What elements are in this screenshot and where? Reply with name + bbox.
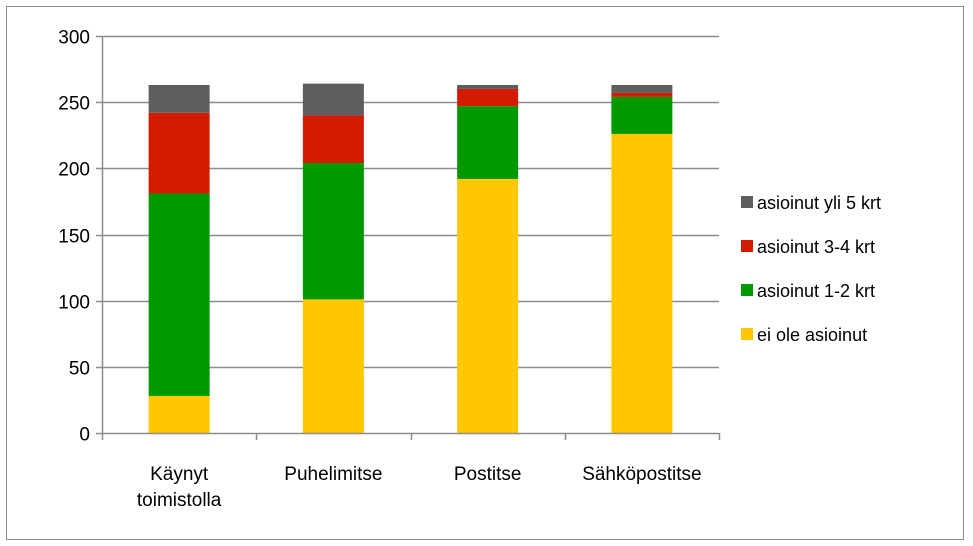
bar-segment-1 [611,96,673,134]
y-tick-label: 200 [58,160,90,181]
axes: 0 50 100 150 200 250 300 Käynyt toimistolla Puhel… [58,28,721,511]
bars [148,83,673,433]
x-category-label: Sähköpostitse [582,464,701,485]
bar-segment-1 [457,106,519,179]
y-tick-label: 100 [58,293,90,314]
bar-segment-3 [457,84,519,89]
bar-segment-0 [148,395,210,433]
legend-label: asioinut 1-2 krt [757,281,875,301]
y-tick-label: 300 [58,28,90,49]
bar-segment-3 [611,84,673,93]
y-tick-label: 250 [58,94,90,115]
legend: asioinut yli 5 krt asioinut 3-4 krt asioin… [741,193,881,345]
bar-segment-3 [302,83,364,116]
legend-swatch [741,284,753,296]
bar-segment-0 [457,178,519,433]
bar-segment-0 [302,299,364,433]
x-category-label: Postitse [454,464,522,485]
bar-segment-2 [611,92,673,97]
bar-segment-2 [148,112,210,194]
bar-segment-1 [148,193,210,396]
x-category-label: Käynyt [150,464,209,485]
bar-segment-2 [457,88,519,107]
legend-swatch [741,240,753,252]
legend-swatch [741,196,753,208]
legend-label: asioinut 3-4 krt [757,237,875,257]
y-tick-label: 150 [58,227,90,248]
legend-label: ei ole asioinut [757,325,867,345]
bar-segment-0 [611,133,673,433]
y-tick-label: 0 [79,425,90,446]
x-category-label: Puhelimitse [284,464,382,485]
legend-label: asioinut yli 5 krt [757,193,881,213]
legend-swatch [741,328,753,340]
bar-segment-3 [148,84,210,113]
x-category-label: toimistolla [137,490,222,511]
bar-segment-2 [302,115,364,164]
y-tick-label: 50 [69,359,90,380]
bar-segment-1 [302,163,364,300]
